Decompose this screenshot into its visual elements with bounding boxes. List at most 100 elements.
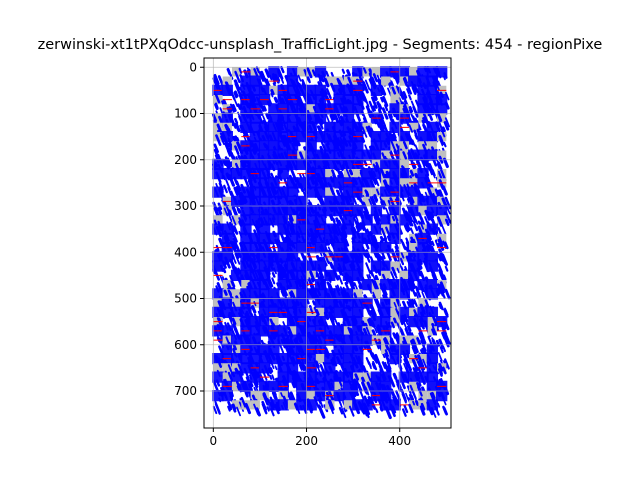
segment-cell [333,260,345,276]
y-tick-label: 500 [174,292,197,306]
segment-fill [296,288,308,300]
segment-stroke [442,157,449,169]
segment-stroke [441,292,446,299]
segment-stroke [215,183,219,188]
segment-fill [240,334,252,346]
segment-fill [296,103,308,115]
segment-fill [426,399,439,411]
segment-stroke [413,299,418,307]
segment-region [399,270,410,280]
segment-cell [399,76,410,87]
segment-fill [277,214,289,226]
segment-region [409,122,419,132]
segment-stroke [391,86,397,95]
segment-fill [221,84,233,96]
segment-stroke [420,339,427,352]
segment-stroke [354,373,360,381]
segment-fill [268,260,280,272]
segment-fill [408,251,420,263]
segment-cell [436,390,448,406]
segment-fill [408,269,420,281]
segment-stroke [423,159,427,165]
segment-stroke [422,116,427,124]
segment-cell [230,269,244,287]
segment-fill [286,306,299,318]
segment-fill [370,242,383,254]
segment-stroke [371,329,377,338]
segment-fill [305,316,317,328]
segment-stroke [223,158,230,170]
segment-fill [417,177,429,189]
segment-stroke [324,253,330,265]
segment-stroke [234,90,239,98]
segment-fill [277,242,289,254]
segment-stroke [419,270,426,281]
segment-fill [249,251,261,263]
segment-fill [240,269,252,281]
segment-fill [296,223,308,235]
segment-fill [230,353,243,365]
segment-fill [417,306,429,318]
segment-fill [426,149,439,161]
segment-stroke [309,279,313,285]
segment-region [437,196,447,206]
segment-stroke [234,145,240,156]
segment-stroke [377,122,383,132]
segment-fill [417,195,429,207]
segment-cell [361,214,373,227]
segment-stroke [362,66,367,74]
y-tick-label: 600 [174,338,197,352]
segment-fill [389,232,401,244]
segment-stroke [394,75,399,85]
segment-fill [342,186,355,198]
segment-stroke [421,347,426,355]
segment-fill [342,306,355,318]
segment-fill [258,297,271,309]
segment-stroke [384,338,390,346]
segment-fill [370,371,383,383]
segment-fill [258,149,271,161]
segment-stroke [222,267,227,274]
segment-stroke [402,353,410,366]
segment-stroke [444,241,449,250]
segment-stroke [274,365,278,371]
segment-fill [212,288,224,300]
segment-stroke [231,317,237,326]
segment-fill [286,269,299,281]
segment-stroke [280,290,286,297]
segment-stroke [437,402,441,408]
segment-fill [221,251,233,263]
segment-stroke [233,226,238,234]
segment-stroke [438,236,444,246]
segment-fill [426,205,439,217]
segment-fill [249,75,261,87]
segment-region [409,169,419,179]
segment-region [362,381,372,391]
segment-fill [240,112,252,124]
segment-region [427,141,438,151]
segment-stroke [306,67,313,79]
segment-fill [352,66,364,78]
segment-stroke [407,301,413,309]
segment-cell [277,168,289,182]
segment-stroke [386,365,391,373]
segment-stroke [280,66,285,74]
segment-stroke [338,406,344,415]
segment-stroke [227,186,233,197]
segment-stroke [395,390,401,401]
segment-fill [314,158,327,170]
segment-stroke [371,278,378,291]
segment-fill [380,306,392,318]
segment-fill [333,94,345,106]
segment-stroke [444,117,451,128]
segment-fill [268,205,280,217]
segment-stroke [416,354,425,368]
segment-stroke [268,98,273,105]
segment-region [213,363,223,373]
segment-fill [370,316,383,328]
segment-fill [305,325,317,337]
segment-region [213,215,223,225]
segment-fill [286,297,299,309]
segment-cell [333,390,345,408]
segment-fill [286,362,299,374]
